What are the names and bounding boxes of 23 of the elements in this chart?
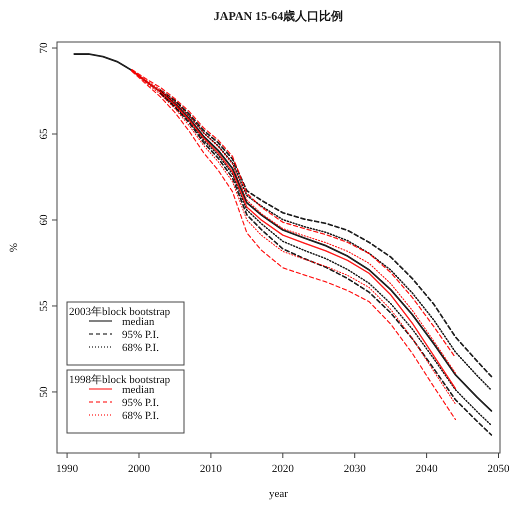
y-tick-label: 60 (38, 214, 50, 226)
x-tick-label: 2050 (488, 463, 510, 475)
chart-title: JAPAN 15-64歳人口比例 (214, 9, 344, 23)
x-tick-label: 2030 (344, 463, 366, 475)
legend-label: 95% P.I. (122, 329, 160, 341)
y-tick-label: 70 (38, 42, 50, 54)
y-tick-label: 55 (38, 300, 50, 312)
y-axis-title: % (8, 242, 20, 252)
x-tick-label: 2010 (200, 463, 222, 475)
legend-label: 68% P.I. (122, 342, 160, 354)
x-tick-label: 2020 (272, 463, 294, 475)
annotation: 1998年block bootstrap (69, 374, 171, 386)
x-tick-label: 2040 (416, 463, 438, 475)
y-tick-label: 65 (38, 128, 50, 140)
y-tick-label: 50 (38, 386, 50, 398)
legend-label: 95% P.I. (122, 397, 160, 409)
legend-label: median (122, 316, 155, 328)
x-tick-label: 1990 (56, 463, 79, 475)
annotation: 2003年block bootstrap (69, 306, 171, 318)
legend-label: median (122, 384, 155, 396)
x-tick-label: 2000 (128, 463, 150, 475)
x-axis-title: year (269, 488, 288, 500)
legend-label: 68% P.I. (122, 410, 160, 422)
